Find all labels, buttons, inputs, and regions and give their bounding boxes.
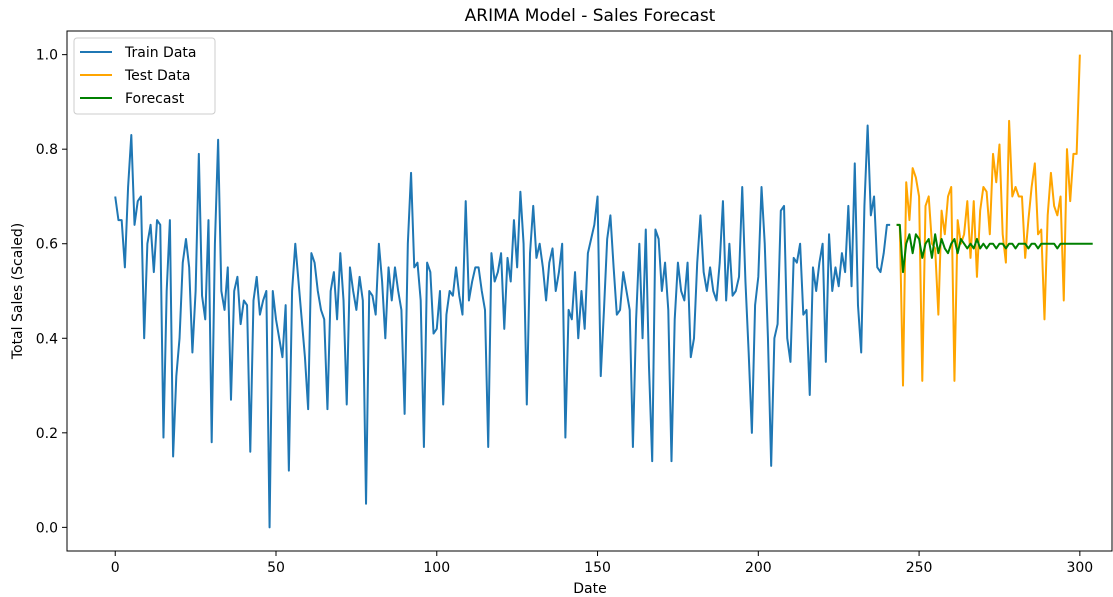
x-tick-label: 150 bbox=[584, 560, 611, 576]
series-line-test-data bbox=[896, 54, 1081, 387]
legend-label-train-data: Train Data bbox=[124, 45, 196, 61]
legend: Train Data Test Data Forecast bbox=[73, 37, 216, 115]
x-tick-label: 0 bbox=[111, 560, 120, 576]
x-tick-label: 250 bbox=[906, 560, 933, 576]
x-tick-label: 200 bbox=[745, 560, 772, 576]
series-line-train-data bbox=[114, 124, 891, 529]
y-tick-label: 0.6 bbox=[36, 237, 58, 253]
plot-frame bbox=[66, 30, 1113, 552]
y-axis-label: Total Sales (Scaled) bbox=[10, 223, 26, 360]
x-tick-label: 100 bbox=[423, 560, 450, 576]
y-tick-label: 0.8 bbox=[36, 142, 58, 158]
legend-box bbox=[73, 37, 216, 115]
x-axis-label: Date bbox=[573, 581, 606, 597]
x-tick-label: 300 bbox=[1066, 560, 1093, 576]
series-layer bbox=[114, 54, 1093, 529]
legend-label-test-data: Test Data bbox=[124, 68, 190, 84]
legend-label-forecast: Forecast bbox=[125, 91, 185, 107]
y-tick-label: 0.2 bbox=[36, 426, 58, 442]
y-axis: 0.0 0.2 0.4 0.6 0.8 1.0 bbox=[36, 48, 67, 536]
y-tick-label: 1.0 bbox=[36, 48, 58, 64]
y-tick-label: 0.4 bbox=[36, 331, 58, 347]
x-axis: 0 50 100 150 200 250 300 bbox=[111, 551, 1093, 576]
chart-title: ARIMA Model - Sales Forecast bbox=[465, 6, 716, 26]
y-tick-label: 0.0 bbox=[36, 520, 58, 536]
x-tick-label: 50 bbox=[267, 560, 285, 576]
series-line-forecast bbox=[896, 223, 1093, 274]
